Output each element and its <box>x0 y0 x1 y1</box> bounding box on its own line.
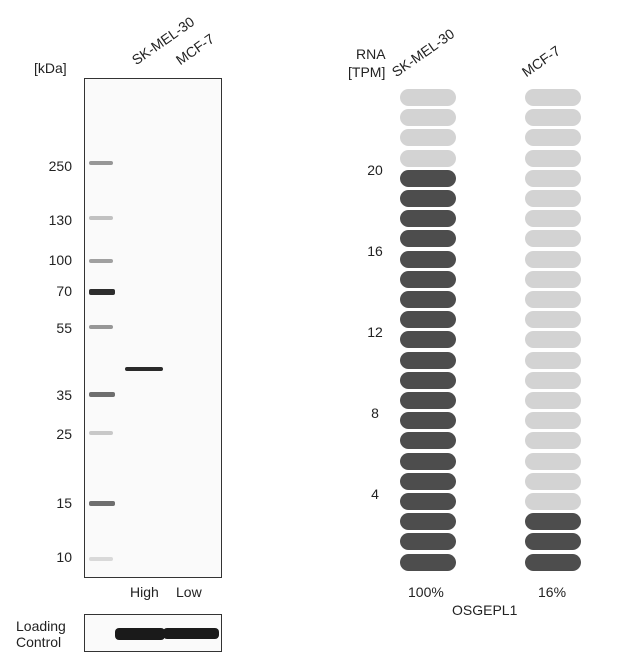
rna-segment <box>525 169 581 187</box>
tpm-tick-4: 4 <box>371 486 379 502</box>
rna-segment <box>400 513 456 531</box>
rna-segment <box>400 351 456 369</box>
rna-segment <box>400 553 456 571</box>
sample-band-sk-mel-30 <box>125 367 163 371</box>
rna-segment <box>400 412 456 430</box>
marker-100: 100 <box>48 252 72 268</box>
rna-segment <box>400 533 456 551</box>
rna-segment <box>525 472 581 490</box>
rna-segment <box>525 250 581 268</box>
rna-segment <box>400 149 456 167</box>
rna-segment <box>400 270 456 288</box>
rna-segment <box>525 109 581 127</box>
rna-segment <box>525 270 581 288</box>
rna-segment <box>525 210 581 228</box>
marker-10: 10 <box>56 549 72 565</box>
rna-segment <box>400 472 456 490</box>
rna-segment <box>525 190 581 207</box>
rna-segment <box>400 493 456 510</box>
rna-segment <box>525 311 581 329</box>
rna-axis-label-line2: [TPM] <box>348 64 386 80</box>
rna-segment <box>400 89 456 106</box>
tpm-tick-12: 12 <box>367 324 383 340</box>
western-blot-image <box>84 78 222 578</box>
ladder-band <box>89 557 113 561</box>
marker-130: 130 <box>48 212 72 228</box>
percentage-sk-mel-30: 100% <box>408 584 444 600</box>
loading-control-label-line1: Loading <box>16 618 66 634</box>
rna-segment <box>400 371 456 389</box>
rna-segment <box>400 169 456 187</box>
rna-segment <box>400 109 456 127</box>
rna-segment <box>400 250 456 268</box>
tpm-tick-8: 8 <box>371 405 379 421</box>
rna-segment <box>525 371 581 389</box>
loading-control-label-line2: Control <box>16 634 62 650</box>
marker-55: 55 <box>56 320 72 336</box>
rna-segment <box>400 311 456 329</box>
rna-cell-line-sk-mel-30: SK-MEL-30 <box>388 25 458 80</box>
rna-segment <box>525 553 581 571</box>
rna-segment <box>525 149 581 167</box>
rna-segment <box>400 452 456 470</box>
ladder-band <box>89 431 113 435</box>
ladder-band <box>89 392 115 397</box>
rna-segment <box>400 331 456 349</box>
ladder-band <box>89 325 113 329</box>
loading-band-sk-mel-30 <box>115 628 165 640</box>
rna-segment <box>525 230 581 248</box>
rna-segment <box>525 493 581 510</box>
marker-15: 15 <box>56 495 72 511</box>
rna-segment <box>525 432 581 450</box>
rna-segment <box>400 392 456 409</box>
rna-axis-label-line1: RNA <box>356 46 386 62</box>
tpm-tick-16: 16 <box>367 243 383 259</box>
rna-segment <box>525 533 581 551</box>
rna-segment <box>525 392 581 409</box>
ladder-band <box>89 216 113 220</box>
rna-cell-line-mcf-7: MCF-7 <box>518 42 564 80</box>
rna-segment <box>525 412 581 430</box>
rna-segment <box>400 129 456 147</box>
loading-band-mcf-7 <box>163 628 219 639</box>
rna-segment <box>525 452 581 470</box>
ladder-band <box>89 289 115 295</box>
marker-25: 25 <box>56 426 72 442</box>
rna-segment <box>525 89 581 106</box>
loading-control-image <box>84 614 222 652</box>
rna-segment <box>525 291 581 308</box>
ladder-band <box>89 501 115 506</box>
gene-name: OSGEPL1 <box>452 602 518 618</box>
percentage-mcf-7: 16% <box>538 584 567 600</box>
rna-segment <box>400 230 456 248</box>
ladder-band <box>89 161 113 165</box>
rna-segment <box>400 432 456 450</box>
expression-low-label: Low <box>176 584 202 600</box>
ladder-band <box>89 259 113 263</box>
kda-unit-label: [kDa] <box>34 60 67 76</box>
rna-segment <box>525 129 581 147</box>
marker-35: 35 <box>56 387 72 403</box>
expression-high-label: High <box>130 584 159 600</box>
rna-segment <box>525 351 581 369</box>
tpm-tick-20: 20 <box>367 162 383 178</box>
marker-250: 250 <box>48 158 72 174</box>
rna-segment <box>400 210 456 228</box>
rna-segment <box>400 190 456 207</box>
marker-70: 70 <box>56 283 72 299</box>
rna-segment <box>400 291 456 308</box>
rna-segment <box>525 331 581 349</box>
rna-segment <box>525 513 581 531</box>
